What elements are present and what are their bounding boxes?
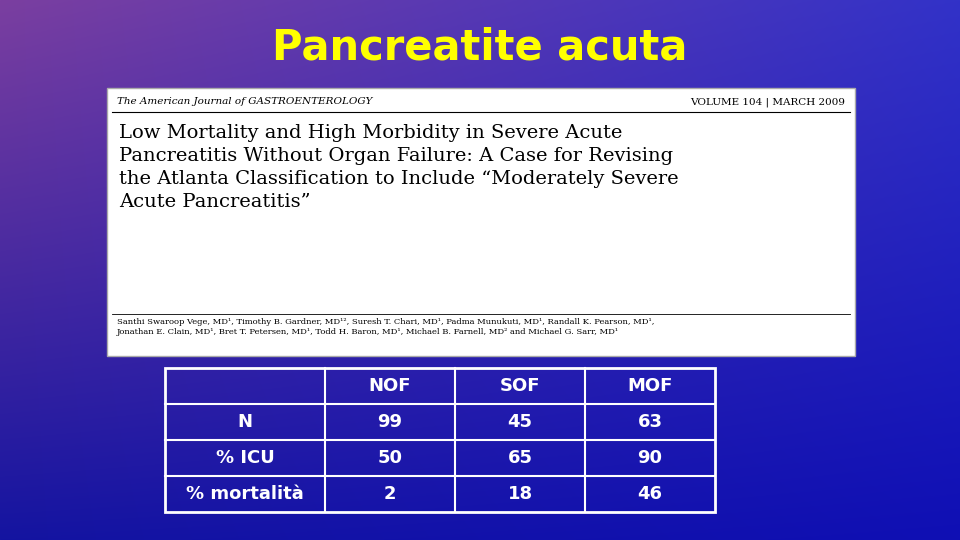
Bar xyxy=(107,88,855,356)
Text: 50: 50 xyxy=(377,449,402,467)
Text: 46: 46 xyxy=(637,485,662,503)
Bar xyxy=(165,368,715,512)
Text: 45: 45 xyxy=(508,413,533,431)
Text: N: N xyxy=(237,413,252,431)
Text: % mortalità: % mortalità xyxy=(186,485,304,503)
Text: Low Mortality and High Morbidity in Severe Acute
Pancreatitis Without Organ Fail: Low Mortality and High Morbidity in Seve… xyxy=(119,124,679,211)
Text: MOF: MOF xyxy=(627,377,673,395)
Text: 63: 63 xyxy=(637,413,662,431)
Text: SOF: SOF xyxy=(500,377,540,395)
Text: Santhi Swaroop Vege, MD¹, Timothy B. Gardner, MD¹², Suresh T. Chari, MD¹, Padma : Santhi Swaroop Vege, MD¹, Timothy B. Gar… xyxy=(117,318,655,336)
Text: % ICU: % ICU xyxy=(216,449,275,467)
Text: 2: 2 xyxy=(384,485,396,503)
Text: 90: 90 xyxy=(637,449,662,467)
Text: Pancreatite acuta: Pancreatite acuta xyxy=(273,27,687,69)
Text: 65: 65 xyxy=(508,449,533,467)
Text: VOLUME 104 | MARCH 2009: VOLUME 104 | MARCH 2009 xyxy=(690,97,845,107)
Text: The American Journal of GASTROENTEROLOGY: The American Journal of GASTROENTEROLOGY xyxy=(117,98,372,106)
Text: NOF: NOF xyxy=(369,377,411,395)
Text: 18: 18 xyxy=(508,485,533,503)
Text: 99: 99 xyxy=(377,413,402,431)
